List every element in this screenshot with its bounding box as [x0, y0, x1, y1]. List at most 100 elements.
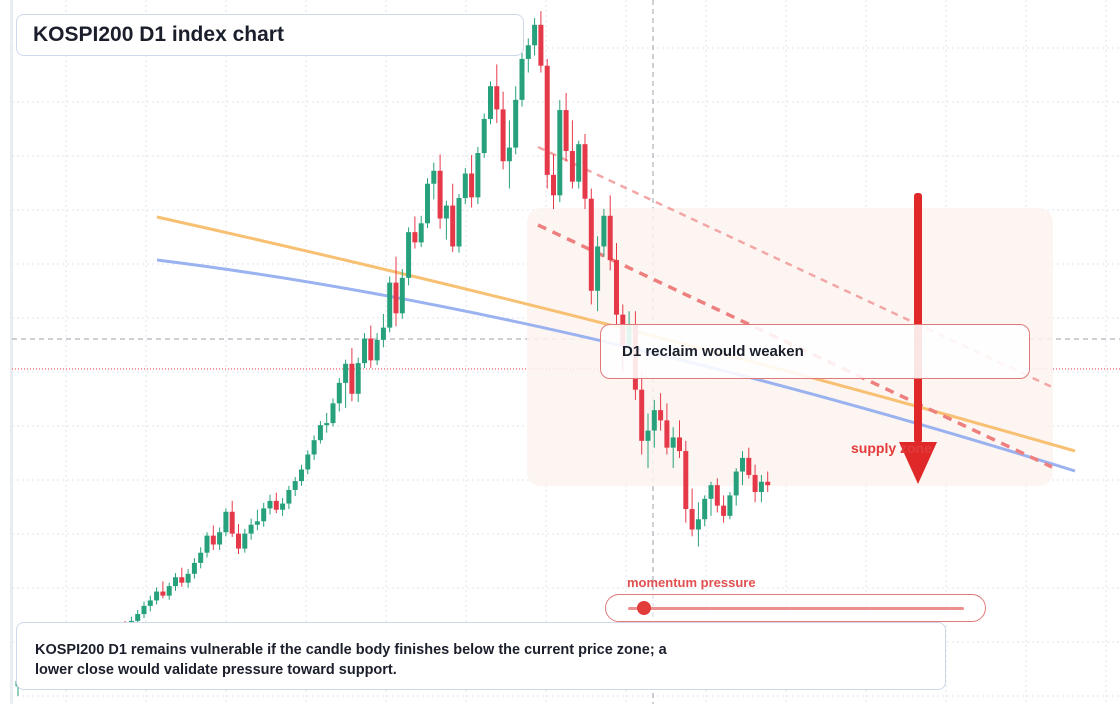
- left-edge: [10, 0, 13, 704]
- candle-body: [689, 509, 695, 530]
- arrow-shaft: [914, 193, 922, 443]
- reclaim-callout-text: D1 reclaim would weaken: [622, 343, 804, 360]
- candle-body: [311, 440, 317, 455]
- candle-body: [595, 246, 601, 291]
- candle-body: [261, 508, 267, 522]
- candle-body: [714, 485, 720, 506]
- candle-body: [538, 24, 544, 66]
- candle-body: [677, 437, 682, 452]
- supply-zone-label: supply zone: [851, 440, 932, 456]
- candle-body: [349, 363, 355, 394]
- candle-body: [658, 410, 664, 421]
- candle-body: [399, 277, 405, 314]
- candle-body: [456, 198, 462, 247]
- momentum-label: momentum pressure: [627, 575, 756, 590]
- candle-body: [475, 153, 481, 198]
- candle-body: [141, 605, 147, 615]
- candle-body: [752, 474, 758, 492]
- candle-body: [557, 110, 563, 196]
- candle-body: [185, 573, 191, 583]
- candle-body: [639, 389, 645, 441]
- candle-body: [236, 533, 241, 549]
- candle-body: [267, 500, 273, 509]
- down-arrow: [899, 193, 937, 484]
- candle-body: [494, 86, 500, 110]
- candle-body: [286, 489, 292, 504]
- candle-body: [544, 65, 550, 175]
- candle-body: [418, 223, 424, 243]
- candle-body: [166, 586, 172, 596]
- candle-body: [299, 469, 304, 482]
- candle-body: [280, 503, 286, 510]
- candle-body: [362, 338, 367, 364]
- candle-body: [443, 205, 449, 219]
- candle-body: [425, 183, 430, 224]
- analysis-note-line-1: KOSPI200 D1 remains vulnerable if the ca…: [35, 642, 667, 658]
- candle-body: [513, 99, 519, 148]
- moving-average-slow: [156, 258, 1076, 473]
- candle-body: [198, 552, 204, 563]
- candle-body: [569, 150, 575, 182]
- candle-body: [506, 147, 512, 162]
- candle-body: [223, 511, 229, 533]
- momentum-slider[interactable]: [605, 594, 986, 622]
- candle-body: [645, 430, 651, 441]
- candle-body: [154, 591, 160, 601]
- candle-body: [519, 58, 525, 100]
- candle-body: [607, 215, 613, 261]
- candle-body: [393, 282, 399, 314]
- candle-body: [431, 170, 437, 184]
- analysis-note: KOSPI200 D1 remains vulnerable if the ca…: [16, 622, 946, 690]
- analysis-note-line-2: lower close would validate pressure towa…: [35, 662, 397, 678]
- candle-body: [380, 327, 386, 340]
- candle-body: [336, 382, 342, 404]
- candle-body: [488, 86, 493, 119]
- candle-body: [727, 495, 733, 516]
- candle-body: [746, 457, 752, 475]
- candle-body: [702, 498, 708, 520]
- candle-body: [160, 591, 166, 596]
- candle-body: [305, 454, 311, 470]
- candle-body: [758, 481, 764, 492]
- candle-body: [695, 519, 701, 530]
- candle-body: [248, 524, 254, 534]
- candle-body: [588, 198, 594, 291]
- candle-body: [324, 423, 330, 426]
- momentum-knob[interactable]: [637, 601, 652, 615]
- candle-body: [500, 109, 506, 162]
- candles: [15, 11, 771, 696]
- candle-body: [210, 535, 216, 545]
- candle-body: [292, 481, 298, 490]
- candle-body: [733, 471, 739, 496]
- candle-body: [242, 533, 248, 549]
- candle-body: [651, 410, 657, 431]
- candle-body: [601, 215, 607, 247]
- candle-body: [576, 144, 582, 182]
- candle-body: [450, 205, 456, 247]
- candle-body: [740, 457, 745, 472]
- candle-body: [532, 24, 538, 46]
- candle-body: [387, 282, 393, 328]
- candle-body: [481, 118, 487, 154]
- candle-body: [374, 339, 380, 361]
- candle-body: [721, 505, 727, 516]
- candle-body: [217, 532, 223, 545]
- candle-body: [254, 521, 260, 525]
- candle-body: [204, 535, 210, 553]
- candle-body: [355, 363, 361, 394]
- candle-body: [551, 174, 556, 196]
- reclaim-callout: D1 reclaim would weaken: [600, 324, 1030, 379]
- candle-body: [670, 437, 676, 448]
- candle-body: [525, 45, 531, 59]
- candle-body: [406, 232, 412, 278]
- arrow-head: [899, 442, 937, 484]
- candle-body: [343, 363, 349, 383]
- candle-body: [582, 144, 588, 199]
- candle-body: [135, 614, 141, 621]
- candle-body: [765, 481, 771, 486]
- candle-body: [412, 232, 418, 243]
- candle-body: [330, 403, 336, 424]
- candle-body: [683, 451, 689, 510]
- candle-body: [147, 600, 153, 606]
